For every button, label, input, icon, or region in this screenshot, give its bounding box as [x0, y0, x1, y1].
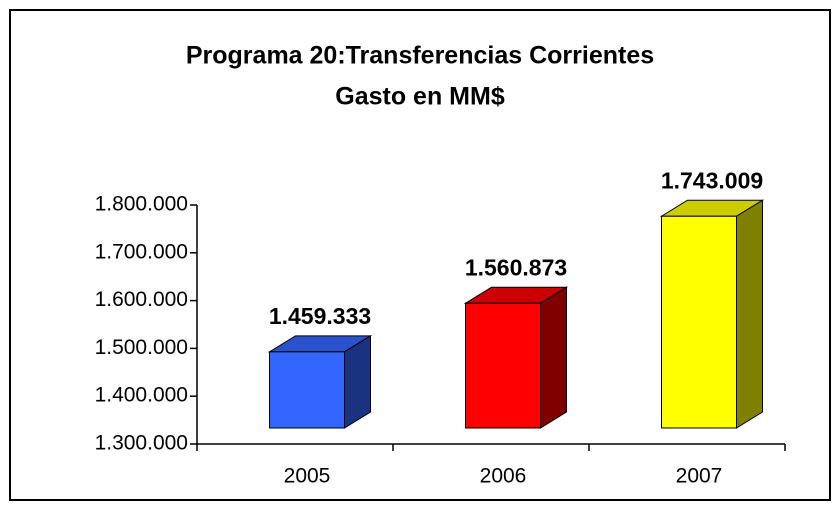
- y-tick-label: 1.500.000: [95, 336, 188, 359]
- y-tick-label: 1.400.000: [95, 384, 188, 407]
- y-tick-label: 1.600.000: [95, 288, 188, 311]
- chart-title: Programa 20:Transferencias Corrientes: [186, 42, 654, 70]
- y-tick-label: 1.300.000: [95, 432, 188, 455]
- y-tick-label: 1.700.000: [95, 240, 188, 263]
- bar: [661, 215, 737, 429]
- bar-side: [540, 286, 567, 429]
- value-label: 1.459.333: [269, 303, 371, 329]
- y-tick-label: 1.800.000: [95, 193, 188, 216]
- bar: [269, 351, 345, 429]
- chart-subtitle: Gasto en MM$: [335, 83, 505, 111]
- bar: [465, 302, 541, 429]
- bar-side: [344, 334, 371, 429]
- bar-side: [736, 199, 763, 429]
- value-label: 1.560.873: [465, 254, 567, 280]
- x-tick-label: 2007: [676, 465, 723, 488]
- x-tick-label: 2006: [480, 465, 527, 488]
- x-tick-label: 2005: [284, 465, 331, 488]
- value-label: 1.743.009: [661, 167, 763, 193]
